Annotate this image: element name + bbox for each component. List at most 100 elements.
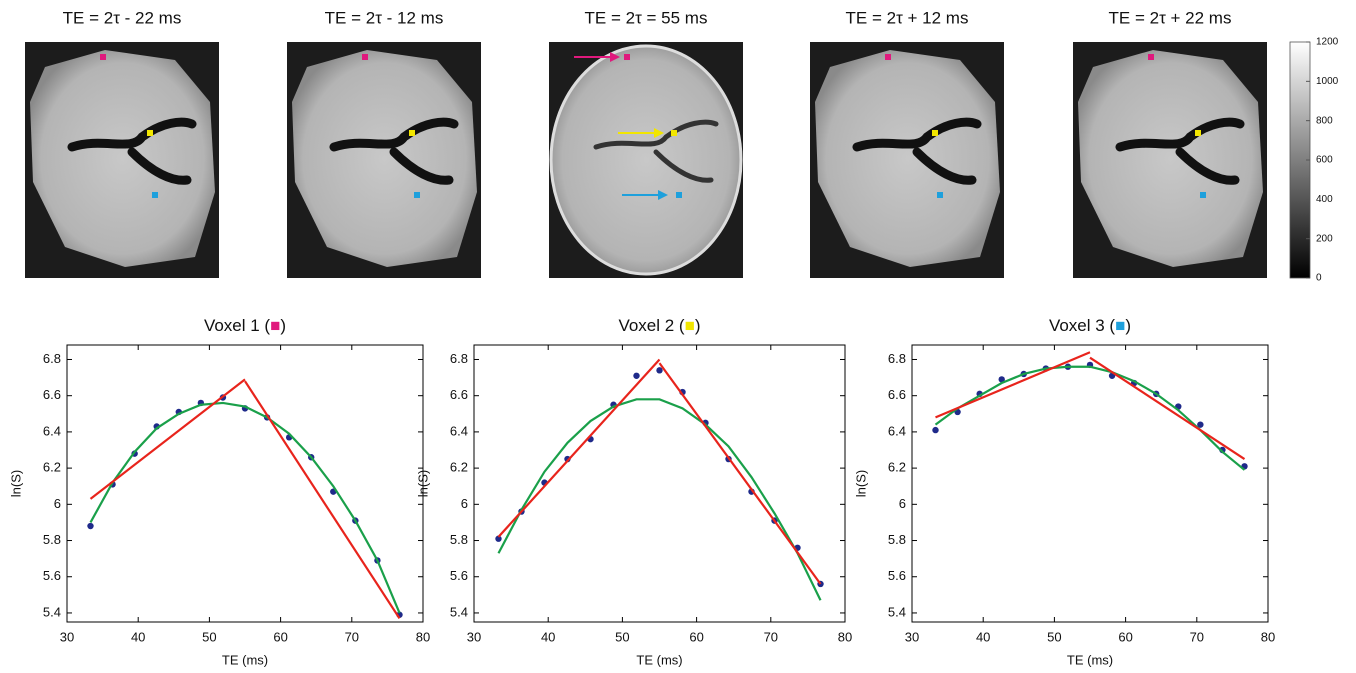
y-tick-label: 6.4 xyxy=(43,423,61,438)
x-tick-label: 70 xyxy=(345,629,359,644)
x-tick-label: 40 xyxy=(976,629,990,644)
y-tick-label: 5.4 xyxy=(43,604,61,619)
colorbar-tick-label: 0 xyxy=(1316,273,1322,284)
y-tick-label: 6 xyxy=(461,496,468,511)
voxel-marker xyxy=(1195,130,1201,136)
tissue xyxy=(1078,50,1263,267)
voxel-marker xyxy=(362,54,368,60)
data-point xyxy=(495,535,502,542)
image-title: TE = 2τ - 22 ms xyxy=(63,8,182,27)
voxel-marker xyxy=(885,54,891,60)
x-tick-label: 60 xyxy=(273,629,287,644)
lumen xyxy=(593,119,719,183)
fit-line xyxy=(244,380,401,619)
image-title: TE = 2τ + 22 ms xyxy=(1109,8,1232,27)
voxel-marker xyxy=(1148,54,1154,60)
y-tick-label: 5.6 xyxy=(888,568,906,583)
x-tick-label: 80 xyxy=(1261,629,1275,644)
x-tick-label: 70 xyxy=(1190,629,1204,644)
y-tick-label: 6 xyxy=(54,496,61,511)
y-tick-label: 5.8 xyxy=(888,532,906,547)
voxel-marker xyxy=(676,192,682,198)
mri-image xyxy=(549,42,743,278)
y-tick-label: 5.6 xyxy=(450,568,468,583)
y-tick-label: 6.2 xyxy=(888,460,906,475)
x-tick-label: 40 xyxy=(131,629,145,644)
y-tick-label: 5.4 xyxy=(450,604,468,619)
colorbar-tick-label: 600 xyxy=(1316,155,1333,166)
image-title: TE = 2τ = 55 ms xyxy=(585,8,708,27)
chart-title: Voxel 2 (■) xyxy=(618,316,700,335)
plot-area xyxy=(911,344,1269,623)
data-point xyxy=(1197,421,1204,428)
colorbar-tick-label: 1200 xyxy=(1316,37,1339,48)
x-axis-label: TE (ms) xyxy=(636,652,682,667)
y-tick-label: 6.4 xyxy=(450,423,468,438)
data-point xyxy=(932,426,939,434)
x-tick-label: 50 xyxy=(615,629,629,644)
x-tick-label: 80 xyxy=(416,629,430,644)
chart-title: Voxel 3 (■) xyxy=(1049,316,1131,335)
y-tick-label: 5.6 xyxy=(43,568,61,583)
x-tick-label: 60 xyxy=(1118,629,1132,644)
mri-image xyxy=(810,42,1004,278)
lumen xyxy=(1115,117,1245,185)
x-tick-label: 70 xyxy=(764,629,778,644)
lumen xyxy=(329,117,459,185)
tissue xyxy=(30,50,215,267)
voxel-marker xyxy=(152,192,158,198)
y-tick-label: 5.8 xyxy=(43,532,61,547)
y-tick-label: 5.4 xyxy=(888,604,906,619)
x-tick-label: 30 xyxy=(905,629,919,644)
y-tick-label: 5.8 xyxy=(450,532,468,547)
y-tick-label: 6.6 xyxy=(43,387,61,402)
tissue xyxy=(549,44,743,276)
arrow-head xyxy=(610,52,620,62)
x-axis-label: TE (ms) xyxy=(222,652,268,667)
plot-area xyxy=(66,344,424,623)
voxel-marker xyxy=(932,130,938,136)
image-title: TE = 2τ + 12 ms xyxy=(846,8,969,27)
voxel-marker xyxy=(1200,192,1206,198)
x-tick-label: 50 xyxy=(202,629,216,644)
arrow-head xyxy=(658,190,668,200)
arrow-head xyxy=(654,128,664,138)
colorbar-tick-label: 200 xyxy=(1316,233,1333,244)
y-tick-label: 6.6 xyxy=(450,387,468,402)
y-axis-label: ln(S) xyxy=(415,470,430,497)
voxel-marker xyxy=(671,130,677,136)
y-tick-label: 6.6 xyxy=(888,387,906,402)
voxel-marker xyxy=(624,54,630,60)
plot-area xyxy=(473,344,846,623)
x-tick-label: 30 xyxy=(60,629,74,644)
mri-image xyxy=(25,42,219,278)
x-tick-label: 80 xyxy=(838,629,852,644)
fit-line xyxy=(497,358,661,538)
mri-image xyxy=(287,42,481,278)
tissue xyxy=(292,50,477,267)
voxel-marker xyxy=(937,192,943,198)
y-axis-label: ln(S) xyxy=(8,470,23,497)
fit-line xyxy=(934,365,1246,471)
x-tick-label: 60 xyxy=(689,629,703,644)
y-axis-label: ln(S) xyxy=(853,470,868,497)
lumen xyxy=(67,117,197,185)
voxel-marker xyxy=(100,54,106,60)
x-tick-label: 30 xyxy=(467,629,481,644)
y-tick-label: 6.2 xyxy=(450,460,468,475)
y-tick-label: 6.2 xyxy=(43,460,61,475)
y-tick-label: 6.4 xyxy=(888,423,906,438)
image-title: TE = 2τ - 12 ms xyxy=(325,8,444,27)
fit-line xyxy=(1089,356,1246,460)
x-axis-label: TE (ms) xyxy=(1067,652,1113,667)
data-point xyxy=(87,522,94,530)
fit-line xyxy=(658,362,822,585)
y-tick-label: 6 xyxy=(899,496,906,511)
fit-line xyxy=(935,351,1091,419)
y-tick-label: 6.8 xyxy=(43,351,61,366)
x-tick-label: 40 xyxy=(541,629,555,644)
fit-line xyxy=(89,401,401,614)
fit-line xyxy=(89,378,246,500)
colorbar-tick-label: 400 xyxy=(1316,194,1333,205)
